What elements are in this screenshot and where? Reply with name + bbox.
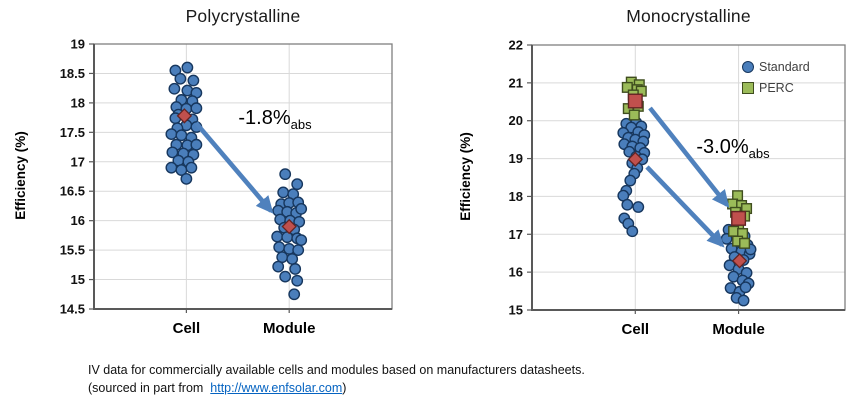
y-tick-label: 16.5 (60, 184, 85, 199)
data-point-standard (288, 288, 301, 301)
trend-arrow (645, 165, 725, 248)
y-tick-label: 22 (509, 38, 523, 53)
caption-line2: (sourced in part from http://www.enfsola… (88, 379, 585, 397)
y-tick-label: 19 (509, 151, 523, 166)
mean-marker-square (731, 210, 747, 226)
data-point-standard (166, 146, 179, 159)
data-point-standard (739, 281, 752, 294)
legend-item-standard: Standard (742, 60, 810, 74)
delta-annotation-subscript: abs (749, 146, 770, 161)
polycrystalline-plot: 19 18.5 18 17.5 17 16.5 16 15.5 15 14.5 Cell Module… (60, 37, 393, 337)
polycrystalline-chart: Polycrystalline Efficiency (%) 19 18.5 18 1… (0, 0, 430, 355)
x-category-label: Cell (622, 321, 650, 338)
data-point-standard (279, 270, 292, 283)
y-tick-label: 18.5 (60, 66, 85, 81)
data-point-standard (180, 172, 193, 185)
monocrystalline-chart: Monocrystalline Efficiency (%) 22 21 20 19 1… (430, 0, 860, 355)
x-category-label: Module (263, 320, 316, 337)
y-tick-label: 18 (509, 189, 523, 204)
data-point-standard (168, 82, 181, 95)
delta-annotation-subscript: abs (291, 117, 312, 132)
data-point-standard (626, 225, 639, 238)
data-point-standard (273, 241, 286, 254)
y-tick-label: 17.5 (60, 125, 85, 140)
y-tick-label: 18 (71, 95, 85, 110)
y-tick-label: 15 (71, 272, 85, 287)
x-category-label: Cell (173, 320, 201, 337)
trend-arrow (648, 106, 730, 208)
data-point-standard (291, 178, 304, 191)
y-tick-label: 19 (71, 37, 85, 52)
data-point-standard (277, 186, 290, 199)
data-point-standard (190, 102, 203, 115)
data-point-standard (737, 294, 750, 307)
caption: IV data for commercially available cells… (88, 361, 585, 397)
standard-marker-icon (742, 61, 754, 73)
y-tick-label: 14.5 (60, 302, 85, 317)
y-tick-label: 17 (509, 227, 523, 242)
data-point-standard (281, 231, 294, 244)
caption-line2-suffix: ) (342, 381, 347, 395)
y-tick-label: 15 (509, 303, 523, 318)
x-category-label: Module (712, 321, 765, 338)
y-tick-label: 21 (509, 75, 523, 90)
data-point-standard (289, 263, 302, 275)
mean-marker-diamond (627, 151, 644, 168)
data-point-standard (187, 74, 200, 87)
data-point-standard (181, 61, 194, 74)
data-point-perc (728, 225, 740, 237)
data-point-standard (286, 253, 299, 265)
delta-annotation: -1.8%abs (238, 107, 312, 132)
data-point-standard (292, 244, 305, 257)
data-point-standard (295, 234, 308, 247)
data-point-standard (271, 230, 284, 243)
y-tick-label: 17 (71, 154, 85, 169)
data-point-perc (628, 109, 640, 121)
data-point-standard (295, 202, 308, 215)
data-point-standard (165, 128, 178, 141)
legend-item-perc: PERC (742, 81, 810, 95)
chart-title-monocrystalline: Monocrystalline (626, 6, 751, 26)
y-tick-label: 16 (509, 265, 523, 280)
data-point-standard (632, 201, 645, 213)
data-point-standard (190, 138, 203, 151)
data-point-standard (174, 72, 187, 85)
caption-line2-prefix: (sourced in part from (88, 381, 211, 395)
monocrystalline-plot: 22 21 20 19 18 17 16 15 Cell Module -3.0%abs (509, 38, 846, 338)
perc-marker-icon (742, 82, 754, 94)
legend-label-standard: Standard (759, 60, 810, 74)
data-point-standard (279, 168, 292, 181)
chart-title-polycrystalline: Polycrystalline (185, 6, 301, 26)
enfsolar-link[interactable]: http://www.enfsolar.com (210, 381, 343, 395)
data-point-standard (175, 129, 188, 142)
data-point-standard (272, 260, 285, 273)
data-point-standard (624, 174, 637, 187)
data-point-standard (165, 161, 178, 174)
data-point-standard (185, 161, 198, 174)
mean-marker-diamond (176, 108, 193, 124)
mean-marker-diamond (731, 253, 748, 269)
legend-label-perc: PERC (759, 81, 794, 95)
y-tick-label: 20 (509, 113, 523, 128)
y-tick-label: 16 (71, 213, 85, 228)
caption-line1: IV data for commercially available cells… (88, 363, 585, 377)
y-tick-label: 15.5 (60, 243, 85, 258)
mean-marker-diamond (281, 218, 297, 235)
trend-arrow (194, 121, 274, 214)
data-point-standard (621, 198, 634, 211)
delta-annotation: -3.0%abs (696, 136, 770, 161)
mean-marker-square (627, 93, 643, 109)
data-point-perc (739, 237, 751, 249)
legend: Standard PERC (742, 60, 810, 102)
data-point-standard (291, 274, 304, 287)
